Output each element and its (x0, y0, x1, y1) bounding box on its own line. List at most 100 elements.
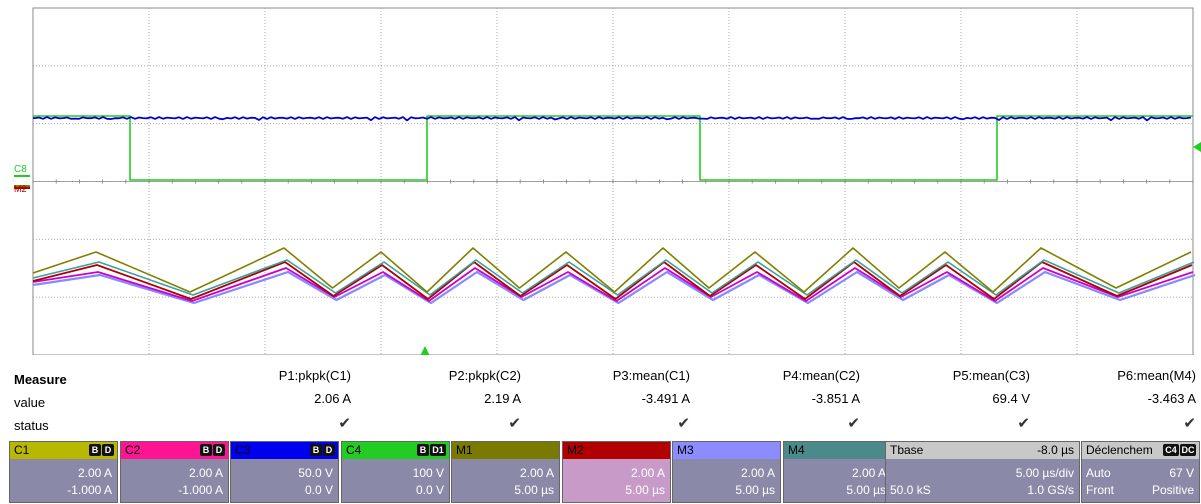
p1-name: P1:pkpk(C1) (278, 368, 351, 383)
trigger-slope: Positive (1151, 483, 1194, 497)
descriptor-header: M2 (563, 442, 670, 459)
timebase-header: Tbase -8.0 µs (886, 442, 1079, 459)
timebase-descriptor[interactable]: Tbase -8.0 µs 5.00 µs/div 50.0 kS 1.0 GS… (885, 441, 1080, 503)
descriptor-m4[interactable]: M4 2.00 A 5.00 µs (783, 441, 892, 503)
p3-name: P3:mean(C1) (612, 368, 690, 383)
p5-value: 69.4 V (992, 391, 1030, 406)
timebase-per-div: 5.00 µs/div (1015, 466, 1074, 480)
m3-trace (32, 270, 1196, 305)
descriptor-m2[interactable]: M2 2.00 A 5.00 µs (562, 441, 671, 503)
descriptor-header: M4 (784, 442, 891, 459)
descriptor-name: M2 (567, 443, 584, 457)
descriptor-offset: 0.0 V (304, 483, 333, 497)
descriptor-scale: 2.00 A (851, 466, 886, 480)
descriptor-name: C2 (125, 443, 141, 457)
descriptor-c1[interactable]: C1 B D 2.00 A -1.000 A (9, 441, 118, 503)
c4-level-marker[interactable] (1193, 142, 1201, 152)
badge-b: B (417, 444, 429, 456)
badge-b: B (310, 444, 322, 456)
descriptor-offset: -1.000 A (67, 483, 112, 497)
descriptor-scale: 2.00 A (77, 466, 112, 480)
p2-status-icon: ✔ (508, 415, 521, 432)
descriptor-name: C1 (14, 443, 30, 457)
traces (14, 115, 1196, 305)
measure-table: Measure value status P1:pkpk(C1) 2.06 A … (0, 368, 1201, 460)
badge-d: D (323, 444, 335, 456)
trigger-title: Déclenchem (1086, 443, 1153, 457)
descriptor-header: C3 B D (231, 442, 338, 459)
descriptor-header: C4 B D1 (342, 442, 449, 459)
timebase-delay: -8.0 µs (1037, 443, 1074, 457)
descriptor-badges: B D1 (417, 444, 446, 456)
trigger-level: 67 V (1169, 466, 1194, 480)
measure-p3[interactable]: P3:mean(C1) -3.491 A ✔ (564, 368, 690, 432)
trigger-source-badge: C4 (1163, 444, 1179, 456)
c2-trace (32, 267, 1194, 302)
descriptor-c3[interactable]: C3 B D 50.0 V 0.0 V (230, 441, 339, 503)
badge-b: B (89, 444, 101, 456)
badge-d: D (213, 444, 225, 456)
m4-trace (32, 259, 1195, 296)
trigger-header: Déclenchem C4 DC (1082, 442, 1199, 459)
measure-p5[interactable]: P5:mean(C3) 69.4 V ✔ (904, 368, 1030, 432)
trigger-descriptor[interactable]: Déclenchem C4 DC Auto 67 V Front Positiv… (1081, 441, 1200, 503)
status-row-label: status (14, 418, 49, 433)
descriptor-name: M1 (456, 443, 473, 457)
p6-status-icon: ✔ (1183, 415, 1196, 432)
c3-trace (32, 116, 1192, 122)
p2-value: 2.19 A (484, 391, 521, 406)
descriptor-scale: 100 V (412, 466, 444, 480)
p3-value: -3.491 A (641, 391, 690, 406)
c1-trace (32, 247, 1192, 293)
timebase-title: Tbase (890, 443, 924, 457)
trigger-badges: C4 DC (1163, 444, 1196, 456)
descriptor-c4[interactable]: C4 B D1 100 V 0.0 V (341, 441, 450, 503)
descriptor-m3[interactable]: M3 2.00 A 5.00 µs (672, 441, 781, 503)
p4-value: -3.851 A (811, 391, 860, 406)
descriptor-c2[interactable]: C2 B D 2.00 A -1.000 A (120, 441, 229, 503)
measure-p1[interactable]: P1:pkpk(C1) 2.06 A ✔ (225, 368, 351, 432)
badge-d1: D1 (430, 444, 446, 456)
descriptor-offset: 5.00 µs (514, 483, 554, 497)
descriptor-offset: 5.00 µs (625, 483, 665, 497)
trigger-position-marker[interactable] (420, 346, 430, 355)
waveform-display[interactable]: C8 M2 (0, 0, 1201, 355)
measure-header: Measure (14, 372, 67, 387)
p2-name: P2:pkpk(C2) (448, 368, 521, 383)
descriptor-name: C3 (235, 443, 251, 457)
descriptor-scale: 50.0 V (298, 466, 333, 480)
descriptor-header: C2 B D (121, 442, 228, 459)
descriptor-header: C1 B D (10, 442, 117, 459)
descriptor-header: M1 (452, 442, 559, 459)
measure-p4[interactable]: P4:mean(C2) -3.851 A ✔ (734, 368, 860, 432)
p1-value: 2.06 A (314, 391, 351, 406)
descriptor-name: M3 (677, 443, 694, 457)
c4-trace (33, 115, 1193, 181)
p5-status-icon: ✔ (1017, 415, 1030, 432)
p4-name: P4:mean(C2) (782, 368, 860, 383)
descriptor-header: M3 (673, 442, 780, 459)
timebase-samples: 50.0 kS (890, 483, 931, 497)
descriptor-offset: 0.0 V (415, 483, 444, 497)
descriptor-m1[interactable]: M1 2.00 A 5.00 µs (451, 441, 560, 503)
descriptor-scale: 2.00 A (188, 466, 223, 480)
m2-marker-label: M2 (14, 184, 27, 194)
measure-p2[interactable]: P2:pkpk(C2) 2.19 A ✔ (395, 368, 521, 432)
descriptor-offset: 5.00 µs (846, 483, 886, 497)
descriptor-scale: 2.00 A (740, 466, 775, 480)
measure-p6[interactable]: P6:mean(M4) -3.463 A ✔ (1070, 368, 1196, 432)
p4-status-icon: ✔ (847, 415, 860, 432)
c8-marker-label: C8 (14, 164, 27, 175)
p5-name: P5:mean(C3) (952, 368, 1030, 383)
trigger-coupling-badge: DC (1180, 444, 1196, 456)
p6-name: P6:mean(M4) (1117, 368, 1196, 383)
m2-trace (32, 261, 1193, 300)
value-row-label: value (14, 395, 46, 410)
descriptor-name: M4 (788, 443, 805, 457)
p3-status-icon: ✔ (677, 415, 690, 432)
p1-status-icon: ✔ (338, 415, 351, 432)
badge-b: B (200, 444, 212, 456)
